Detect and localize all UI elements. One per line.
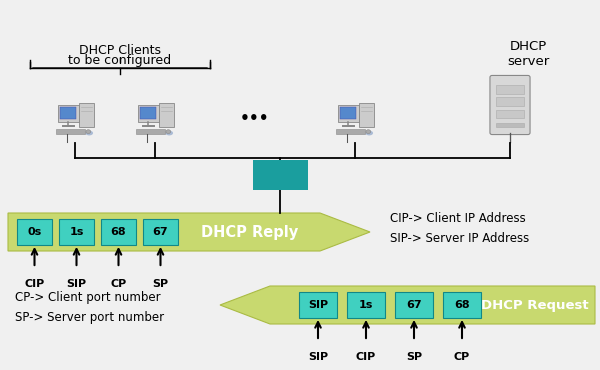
FancyBboxPatch shape (60, 107, 76, 119)
Text: SIP: SIP (308, 352, 328, 362)
FancyBboxPatch shape (79, 102, 94, 127)
FancyBboxPatch shape (59, 219, 94, 245)
Text: 68: 68 (110, 227, 127, 237)
Ellipse shape (366, 130, 371, 134)
Ellipse shape (166, 131, 173, 135)
Text: CIP: CIP (356, 352, 376, 362)
Ellipse shape (86, 130, 91, 134)
Text: SIP: SIP (308, 300, 328, 310)
Text: DHCP
server: DHCP server (507, 40, 549, 68)
Text: DHCP Reply: DHCP Reply (202, 225, 299, 239)
Ellipse shape (365, 131, 373, 135)
Polygon shape (8, 213, 370, 251)
FancyBboxPatch shape (443, 292, 481, 318)
FancyBboxPatch shape (336, 129, 365, 134)
FancyBboxPatch shape (340, 107, 356, 119)
FancyBboxPatch shape (490, 75, 530, 135)
Text: DHCP Clients: DHCP Clients (79, 44, 161, 57)
FancyBboxPatch shape (338, 105, 359, 122)
Text: CP: CP (454, 352, 470, 362)
FancyBboxPatch shape (395, 292, 433, 318)
Text: CP: CP (110, 279, 127, 289)
FancyBboxPatch shape (496, 97, 524, 106)
Text: 67: 67 (406, 300, 422, 310)
Text: CP-> Client port number: CP-> Client port number (15, 290, 161, 303)
FancyBboxPatch shape (299, 292, 337, 318)
FancyBboxPatch shape (17, 219, 52, 245)
FancyBboxPatch shape (143, 219, 178, 245)
Text: 67: 67 (152, 227, 169, 237)
FancyBboxPatch shape (159, 102, 174, 127)
Text: CIP: CIP (25, 279, 44, 289)
FancyBboxPatch shape (101, 219, 136, 245)
FancyBboxPatch shape (496, 110, 524, 118)
FancyBboxPatch shape (136, 129, 164, 134)
Text: 68: 68 (454, 300, 470, 310)
FancyBboxPatch shape (347, 292, 385, 318)
Text: SP-> Server port number: SP-> Server port number (15, 310, 164, 323)
FancyBboxPatch shape (496, 123, 524, 127)
Text: •••: ••• (240, 111, 270, 125)
Text: SP: SP (406, 352, 422, 362)
FancyBboxPatch shape (56, 129, 85, 134)
Polygon shape (220, 286, 595, 324)
FancyBboxPatch shape (253, 160, 308, 190)
Text: SP: SP (152, 279, 169, 289)
Ellipse shape (166, 130, 170, 134)
FancyBboxPatch shape (138, 105, 159, 122)
Text: 0s: 0s (28, 227, 41, 237)
Text: 1s: 1s (359, 300, 373, 310)
Text: SIP: SIP (67, 279, 86, 289)
Text: 1s: 1s (70, 227, 83, 237)
Text: DHCP Request: DHCP Request (481, 299, 589, 312)
Ellipse shape (85, 131, 93, 135)
Text: CIP-> Client IP Address: CIP-> Client IP Address (390, 212, 526, 225)
Text: SIP-> Server IP Address: SIP-> Server IP Address (390, 232, 529, 245)
FancyBboxPatch shape (140, 107, 157, 119)
FancyBboxPatch shape (359, 102, 374, 127)
Text: to be configured: to be configured (68, 54, 172, 67)
FancyBboxPatch shape (496, 85, 524, 94)
FancyBboxPatch shape (58, 105, 79, 122)
